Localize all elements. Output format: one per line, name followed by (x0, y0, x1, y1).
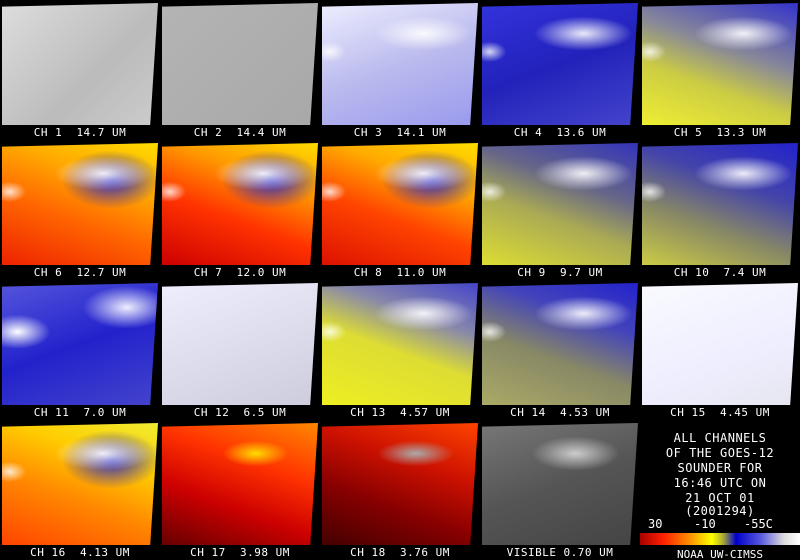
panel: CH 16 4.13 UM (0, 420, 160, 560)
info-line: ALL CHANNELS (673, 431, 767, 445)
panel-label: CH 16 4.13 UM (30, 546, 130, 559)
panel: CH 11 7.0 UM (0, 280, 160, 420)
panel-label: CH 8 11.0 UM (353, 266, 447, 279)
panel-image (2, 3, 158, 125)
colorbar-label: -10 (694, 517, 716, 531)
panel-image (2, 423, 158, 545)
info-line: 21 OCT 01 (685, 491, 755, 505)
panel-label: CH 6 12.7 UM (33, 266, 127, 279)
colorbar-label: 30 (648, 517, 663, 531)
info-line: SOUNDER FOR (677, 461, 763, 475)
panel-image (2, 143, 158, 265)
panel-label: CH 11 7.0 UM (33, 406, 127, 419)
panel-image (642, 3, 798, 125)
colorbar-label: -55C (744, 517, 773, 531)
panel: CH 13 4.57 UM (320, 280, 480, 420)
panel-image (162, 3, 318, 125)
panel: CH 14 4.53 UM (480, 280, 640, 420)
panel-label: CH 9 9.7 UM (517, 266, 603, 279)
panel: CH 12 6.5 UM (160, 280, 320, 420)
panel-label: CH 14 4.53 UM (510, 406, 610, 419)
panel-label: CH 2 14.4 UM (193, 126, 287, 139)
panel-image (482, 283, 638, 405)
panel-image (642, 283, 798, 405)
panel-image (322, 283, 478, 405)
panel-image (482, 423, 638, 545)
panel: CH 5 13.3 UM (640, 0, 800, 140)
credit: NOAA UW-CIMSS (676, 548, 764, 560)
panel: CH 15 4.45 UM (640, 280, 800, 420)
info-line: 16:46 UTC ON (673, 476, 767, 490)
panel-label: CH 18 3.76 UM (350, 546, 450, 559)
panel: CH 9 9.7 UM (480, 140, 640, 280)
panel: CH 2 14.4 UM (160, 0, 320, 140)
panel-image (162, 143, 318, 265)
panel: CH 7 12.0 UM (160, 140, 320, 280)
panel-label: CH 15 4.45 UM (670, 406, 770, 419)
panel-label: CH 7 12.0 UM (193, 266, 287, 279)
panel-label: CH 10 7.4 UM (673, 266, 767, 279)
panel-image (2, 283, 158, 405)
panel-image (482, 143, 638, 265)
panel-label: CH 17 3.98 UM (190, 546, 290, 559)
panel-label: CH 5 13.3 UM (673, 126, 767, 139)
panel: CH 3 14.1 UM (320, 0, 480, 140)
panel-image (162, 283, 318, 405)
panel: CH 6 12.7 UM (0, 140, 160, 280)
panel-image (322, 3, 478, 125)
panel: CH 10 7.4 UM (640, 140, 800, 280)
panel-label: VISIBLE 0.70 UM (506, 546, 614, 559)
panel-label: CH 4 13.6 UM (513, 126, 607, 139)
info-line: OF THE GOES-12 (665, 446, 775, 460)
panel-image (482, 3, 638, 125)
panel-label: CH 12 6.5 UM (193, 406, 287, 419)
panel: CH 1 14.7 UM (0, 0, 160, 140)
panel: VISIBLE 0.70 UM (480, 420, 640, 560)
panel-label: CH 1 14.7 UM (33, 126, 127, 139)
panel-label: CH 13 4.57 UM (350, 406, 450, 419)
panel-image (322, 423, 478, 545)
colorbar (640, 533, 800, 545)
panel-image (322, 143, 478, 265)
panel-image (642, 143, 798, 265)
panel: CH 8 11.0 UM (320, 140, 480, 280)
panel-image (162, 423, 318, 545)
panel: CH 4 13.6 UM (480, 0, 640, 140)
info-panel: ALL CHANNELS OF THE GOES-12 SOUNDER FOR … (640, 420, 800, 560)
panel: CH 18 3.76 UM (320, 420, 480, 560)
panel: CH 17 3.98 UM (160, 420, 320, 560)
info-line: (2001294) (685, 504, 755, 518)
panel-label: CH 3 14.1 UM (353, 126, 447, 139)
